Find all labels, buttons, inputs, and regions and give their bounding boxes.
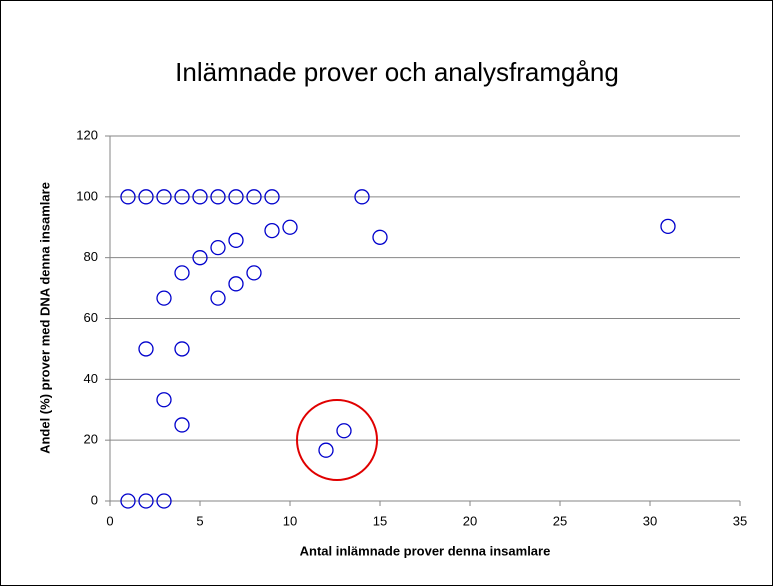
- point: [138, 189, 154, 205]
- point: [192, 189, 208, 205]
- y-tick-label: 0: [91, 492, 98, 507]
- x-axis-title: Antal inlämnade prover denna insamlare: [300, 543, 551, 558]
- point: [336, 423, 352, 439]
- point: [246, 189, 262, 205]
- x-tick-label: 0: [106, 513, 113, 528]
- x-tick-label: 10: [283, 513, 297, 528]
- point: [120, 493, 136, 509]
- point: [282, 219, 298, 235]
- x-tick-label: 35: [733, 513, 747, 528]
- y-tick-label: 60: [84, 310, 98, 325]
- y-tick-label: 120: [76, 127, 98, 142]
- point: [210, 189, 226, 205]
- y-tick-label: 20: [84, 432, 98, 447]
- point: [138, 493, 154, 509]
- point: [264, 189, 280, 205]
- point: [210, 239, 226, 256]
- point: [318, 442, 334, 458]
- x-tick-label: 25: [553, 513, 567, 528]
- point: [228, 189, 244, 205]
- point: [174, 417, 190, 433]
- x-tick-label: 5: [196, 513, 203, 528]
- point: [228, 276, 244, 292]
- highlight-circle: [296, 399, 378, 481]
- x-tick-label: 20: [463, 513, 477, 528]
- point: [156, 290, 172, 306]
- point: [210, 290, 226, 306]
- point: [120, 189, 136, 205]
- point: [354, 189, 370, 205]
- x-tick-label: 30: [643, 513, 657, 528]
- point: [156, 189, 172, 205]
- point: [660, 218, 676, 234]
- y-tick-label: 100: [76, 188, 98, 203]
- point: [372, 229, 388, 245]
- plot-area: 0 20 40 60 80 100 120 0 5 10 15 20 25 30 35: [76, 127, 747, 528]
- point: [156, 392, 172, 408]
- point: [156, 493, 172, 509]
- y-tick-label: 40: [84, 371, 98, 386]
- point: [174, 265, 190, 281]
- point: [174, 341, 190, 357]
- x-tick-label: 15: [373, 513, 387, 528]
- y-axis-title: Andel (%) prover med DNA denna insamlare: [37, 182, 52, 454]
- point: [246, 265, 262, 281]
- point: [264, 222, 280, 239]
- point: [192, 250, 208, 266]
- point: [228, 232, 244, 248]
- point: [174, 189, 190, 205]
- y-tick-label: 80: [84, 249, 98, 264]
- chart-title: Inlämnade prover och analysframgång: [175, 57, 619, 87]
- point: [138, 341, 154, 357]
